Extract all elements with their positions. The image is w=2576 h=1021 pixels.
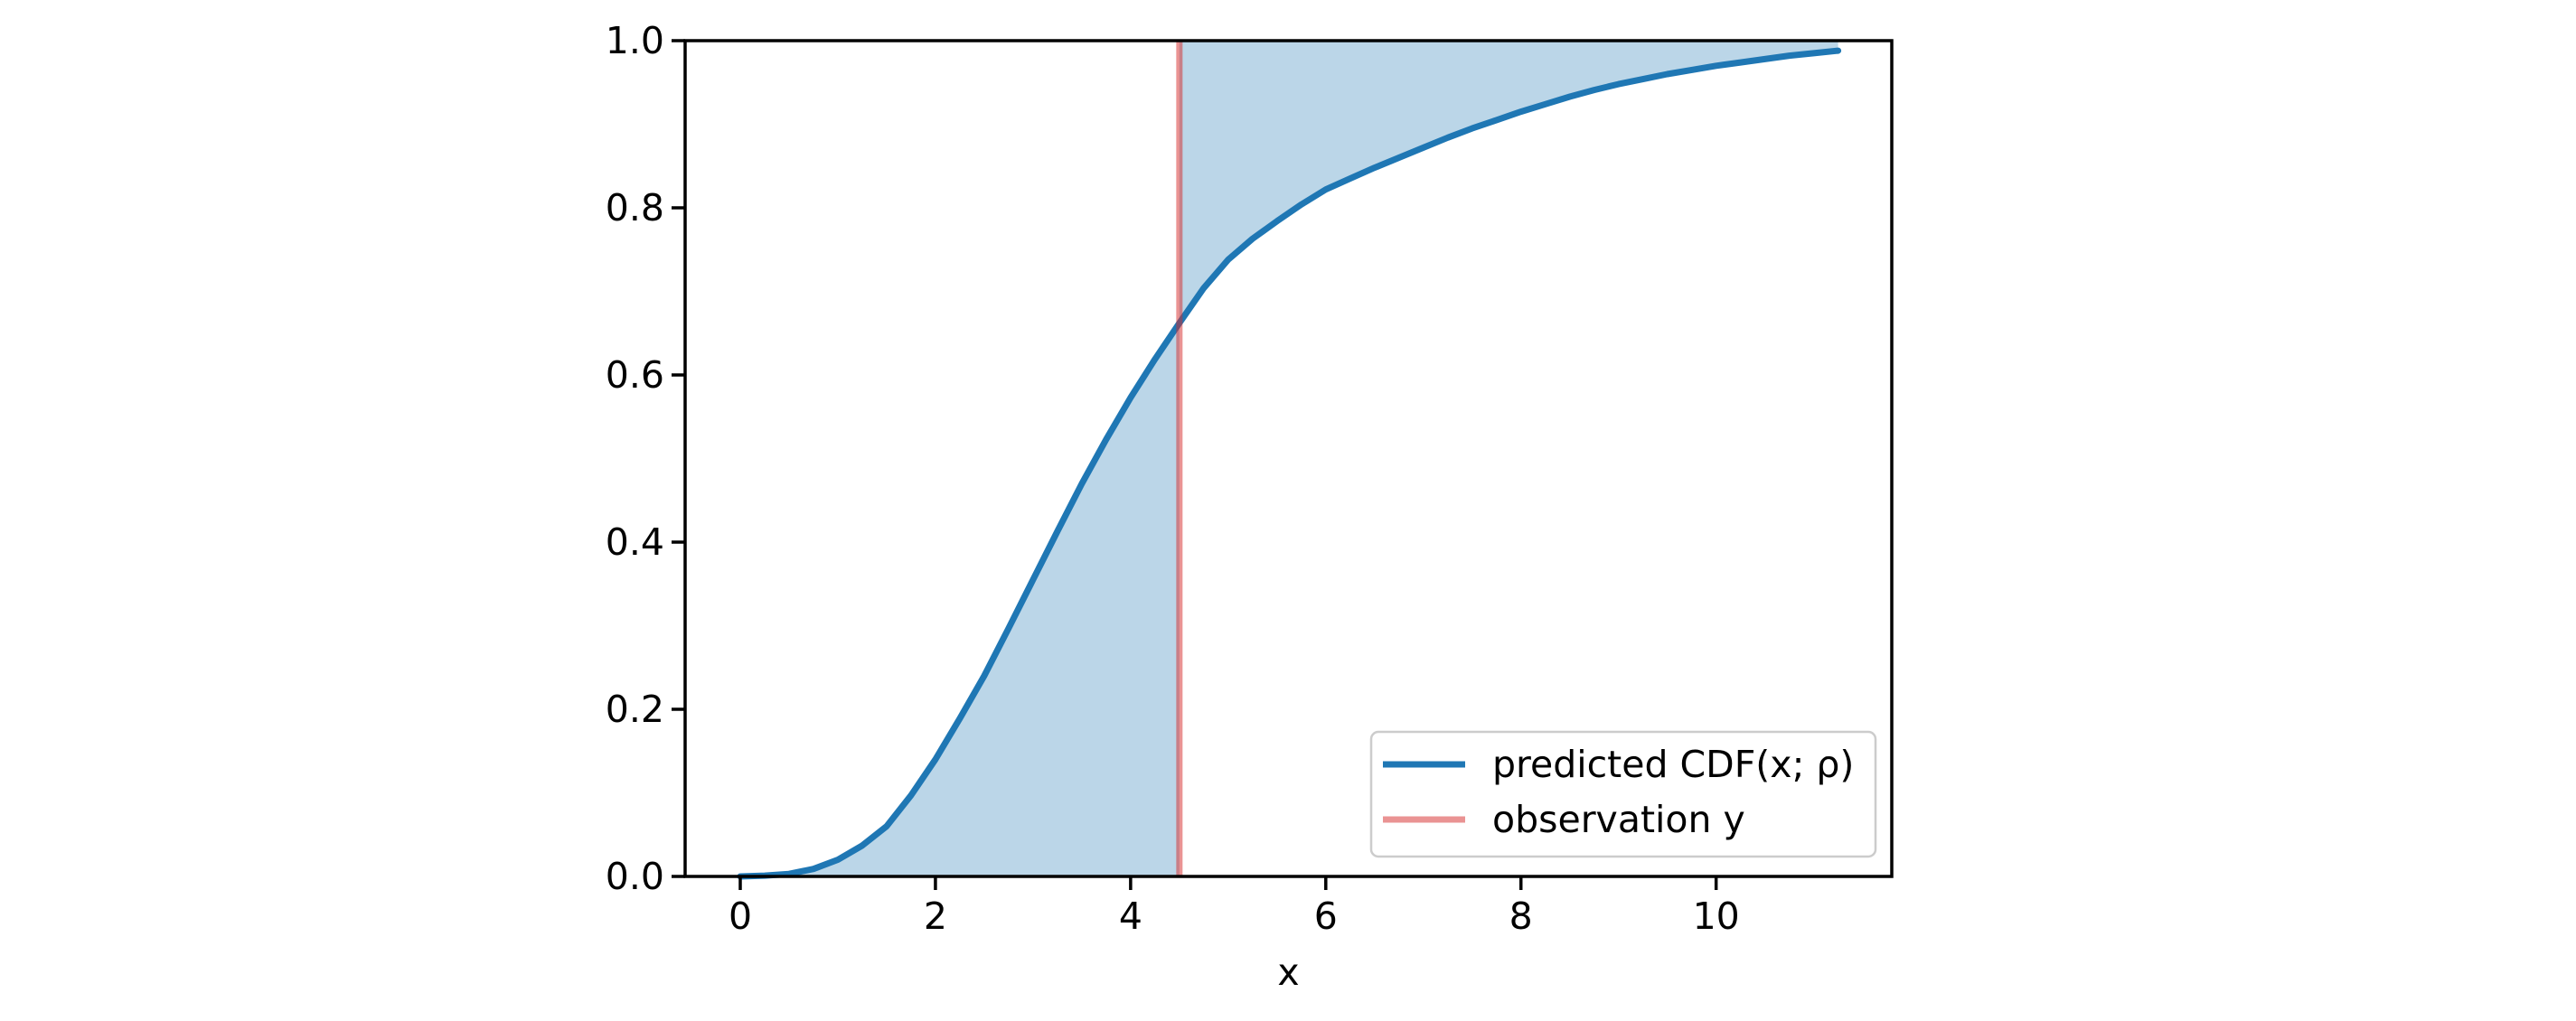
x-tick-label: 4: [1119, 895, 1142, 938]
predicted-cdf-curve: [737, 47, 1842, 880]
x-axis-label: x: [1277, 951, 1299, 994]
legend-cdf-label: predicted CDF(x; ρ): [1492, 743, 1854, 786]
legend-box: [1369, 730, 1877, 858]
legend-obs-label: observation y: [1492, 798, 1745, 841]
plot-area: 0 2 4 6 8 10 0.0 0.2 0.4 0.6 0.8 1.0: [606, 19, 1894, 938]
x-tick-label: 2: [924, 895, 947, 938]
x-tick-label: 8: [1509, 895, 1533, 938]
y-tick-label: 0.0: [606, 855, 664, 898]
y-tick-label: 0.8: [606, 186, 664, 229]
legend: predicted CDF(x; ρ) observation y: [1369, 730, 1877, 858]
y-axis-ticks: 0.0 0.2 0.4 0.6 0.8 1.0: [606, 19, 685, 898]
x-tick-label: 0: [729, 895, 752, 938]
y-tick-label: 0.2: [606, 688, 664, 731]
x-tick-label: 6: [1314, 895, 1338, 938]
axes-spines: [683, 39, 1894, 878]
x-axis-ticks: 0 2 4 6 8 10: [729, 876, 1740, 938]
y-tick-label: 0.4: [606, 520, 664, 564]
x-tick-label: 10: [1693, 895, 1740, 938]
y-tick-label: 0.6: [606, 353, 664, 397]
crps-area-fill: [740, 41, 1838, 876]
y-tick-label: 1.0: [606, 19, 664, 62]
